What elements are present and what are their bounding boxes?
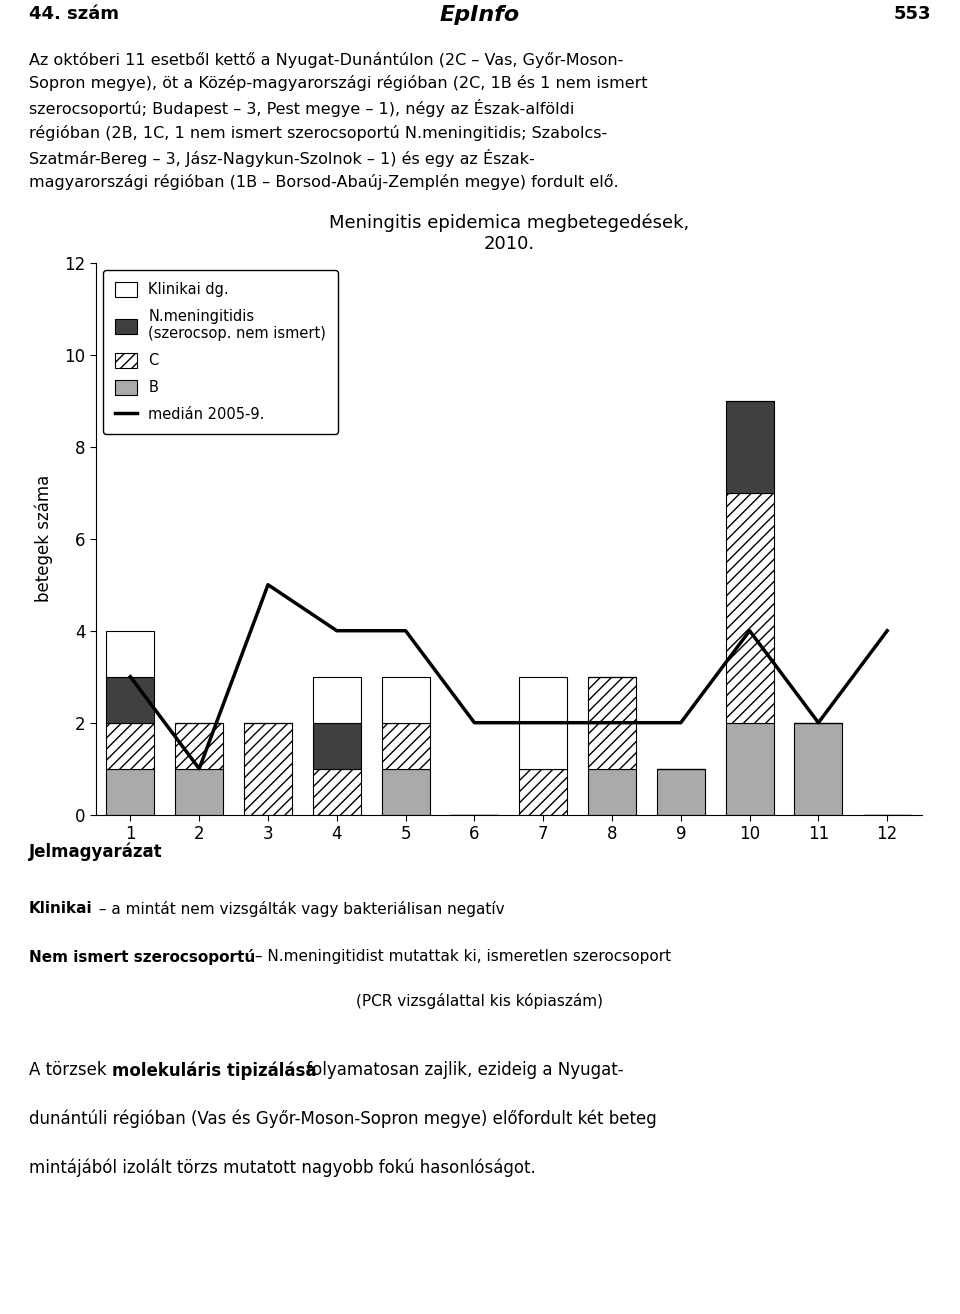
Text: dunántúli régióban (Vas és Győr-Moson-Sopron megye) előfordult két beteg: dunántúli régióban (Vas és Győr-Moson-So… xyxy=(29,1110,657,1129)
Bar xyxy=(588,769,636,815)
Text: 553: 553 xyxy=(894,5,931,22)
Text: A törzsek: A törzsek xyxy=(29,1062,111,1079)
Bar xyxy=(313,769,361,815)
Text: – a mintát nem vizsgálták vagy bakteriálisan negatív: – a mintát nem vizsgálták vagy bakteriál… xyxy=(94,901,504,917)
Text: Az októberi 11 esetből kettő a Nyugat-Dunántúlon (2C – Vas, Győr-Moson-
Sopron m: Az októberi 11 esetből kettő a Nyugat-Du… xyxy=(29,53,647,191)
Legend: Klinikai dg., N.meningitidis
(szerocsop. nem ismert), C, B, medián 2005-9.: Klinikai dg., N.meningitidis (szerocsop.… xyxy=(104,271,338,434)
Bar xyxy=(794,723,843,815)
Bar xyxy=(175,723,224,769)
Bar xyxy=(175,769,224,815)
Bar xyxy=(107,677,155,723)
Bar xyxy=(313,677,361,723)
Bar xyxy=(107,769,155,815)
Y-axis label: betegek száma: betegek száma xyxy=(35,476,53,602)
Bar xyxy=(381,677,430,723)
Text: Nem ismert szerocsoportú: Nem ismert szerocsoportú xyxy=(29,949,255,966)
Bar xyxy=(726,723,774,815)
Bar xyxy=(244,723,292,815)
Bar xyxy=(519,769,567,815)
Text: molekuláris tipizálása: molekuláris tipizálása xyxy=(111,1062,317,1080)
Text: Jelmagyarázat: Jelmagyarázat xyxy=(29,842,162,861)
Bar xyxy=(381,723,430,769)
Text: Klinikai: Klinikai xyxy=(29,901,92,916)
Bar xyxy=(657,769,705,815)
Bar xyxy=(519,677,567,769)
Title: Meningitis epidemica megbetegedések,
2010.: Meningitis epidemica megbetegedések, 201… xyxy=(328,214,689,252)
Text: folyamatosan zajlik, ezideig a Nyugat-: folyamatosan zajlik, ezideig a Nyugat- xyxy=(301,1062,624,1079)
Text: – N.meningitidist mutattak ki, ismeretlen szerocsoport: – N.meningitidist mutattak ki, ismeretle… xyxy=(250,949,671,964)
Bar xyxy=(726,493,774,723)
Text: :: : xyxy=(148,842,154,861)
Text: 44. szám: 44. szám xyxy=(29,5,119,22)
Bar xyxy=(726,401,774,493)
Text: (PCR vizsgálattal kis kópiaszám): (PCR vizsgálattal kis kópiaszám) xyxy=(356,993,604,1009)
Bar xyxy=(381,769,430,815)
Bar xyxy=(588,677,636,769)
Text: EpInfo: EpInfo xyxy=(440,5,520,25)
Bar xyxy=(313,723,361,769)
Text: mintájából izolált törzs mutatott nagyobb fokú hasonlóságot.: mintájából izolált törzs mutatott nagyob… xyxy=(29,1159,536,1177)
Bar xyxy=(107,631,155,677)
Bar xyxy=(107,723,155,769)
